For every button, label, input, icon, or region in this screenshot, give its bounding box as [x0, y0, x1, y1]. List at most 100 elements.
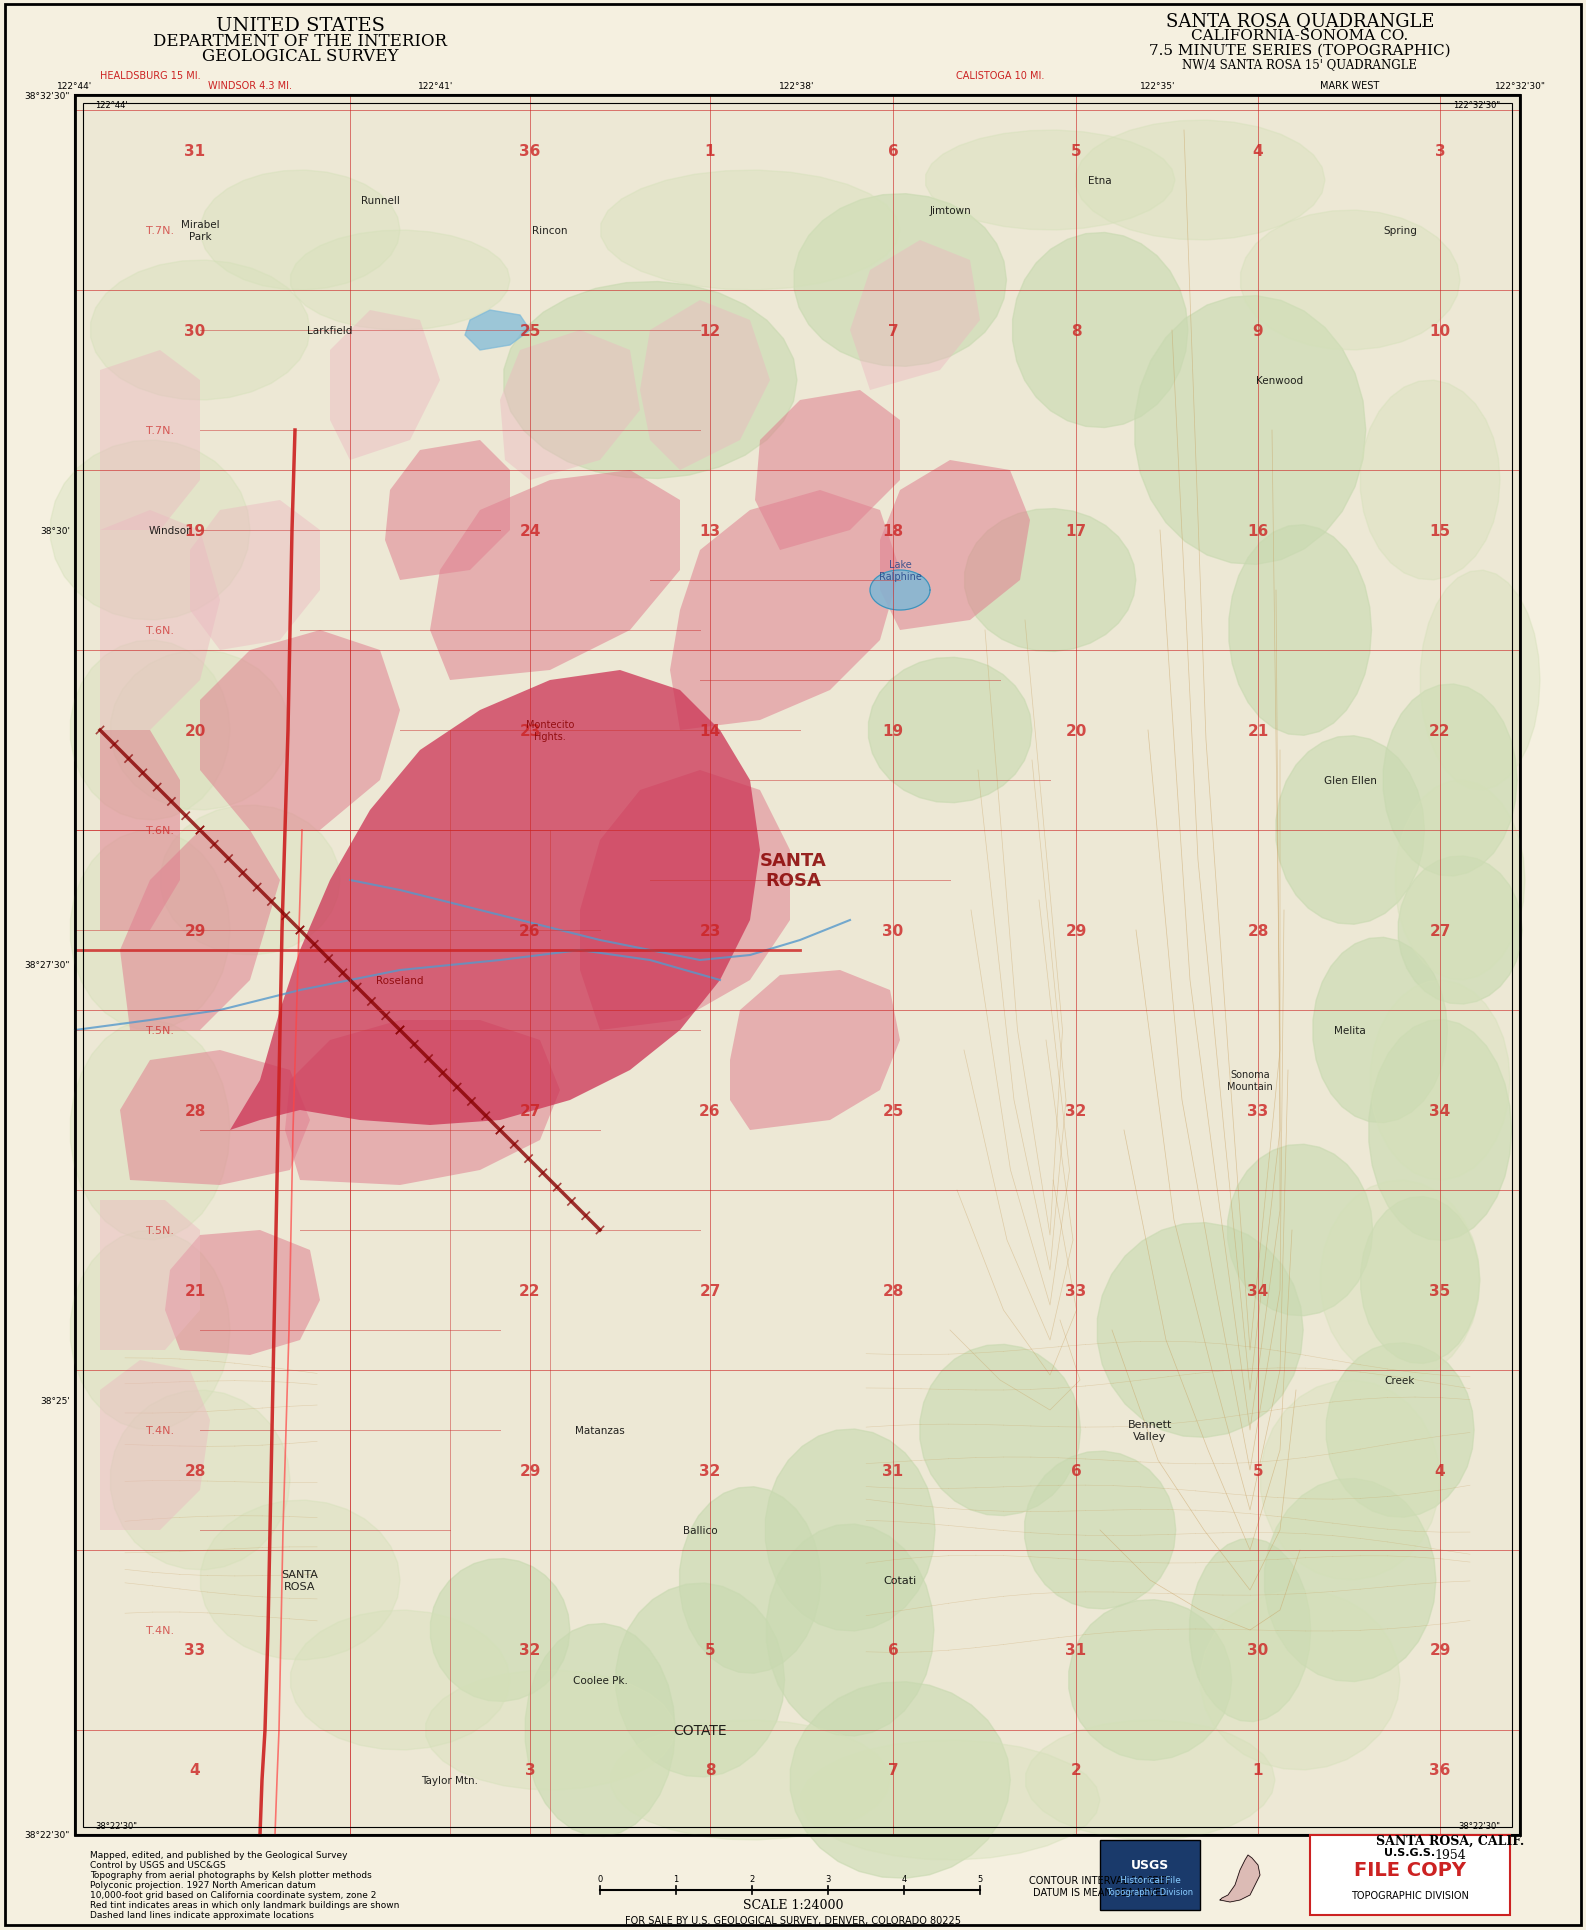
- Text: TOPOGRAPHIC DIVISION: TOPOGRAPHIC DIVISION: [1351, 1889, 1469, 1899]
- Text: 1: 1: [704, 143, 715, 158]
- Text: 28: 28: [882, 1283, 904, 1297]
- Polygon shape: [160, 805, 339, 955]
- Text: 2: 2: [749, 1874, 755, 1884]
- Text: 29: 29: [519, 1463, 541, 1478]
- Text: Red tint indicates areas in which only landmark buildings are shown: Red tint indicates areas in which only l…: [90, 1901, 400, 1909]
- Text: 29: 29: [1066, 923, 1086, 938]
- Text: SCALE 1:24000: SCALE 1:24000: [742, 1899, 844, 1911]
- Text: T.6N.: T.6N.: [146, 826, 174, 836]
- Text: Rincon: Rincon: [533, 226, 568, 235]
- Text: 31: 31: [1066, 1642, 1086, 1658]
- Polygon shape: [641, 301, 769, 471]
- Text: 36: 36: [519, 143, 541, 158]
- Polygon shape: [926, 131, 1175, 232]
- Text: 38°30': 38°30': [40, 527, 70, 535]
- Text: 29: 29: [184, 923, 206, 938]
- Polygon shape: [100, 511, 220, 731]
- Text: 19: 19: [882, 724, 904, 737]
- Text: 27: 27: [699, 1283, 720, 1297]
- Text: 30: 30: [1247, 1642, 1269, 1658]
- Polygon shape: [801, 1741, 1101, 1861]
- Text: Runnell: Runnell: [360, 197, 400, 207]
- Text: 35: 35: [1429, 1283, 1451, 1297]
- Polygon shape: [1240, 210, 1461, 351]
- Polygon shape: [880, 461, 1029, 631]
- Polygon shape: [1229, 525, 1372, 735]
- Text: 14: 14: [699, 724, 720, 737]
- Text: 28: 28: [184, 1102, 206, 1117]
- Text: Etna: Etna: [1088, 176, 1112, 185]
- Text: MARK WEST: MARK WEST: [1321, 81, 1380, 91]
- Polygon shape: [1025, 1451, 1175, 1610]
- Polygon shape: [525, 1623, 676, 1837]
- Text: Creek: Creek: [1385, 1376, 1415, 1386]
- Text: 13: 13: [699, 523, 720, 538]
- Text: 122°32'30": 122°32'30": [1453, 100, 1500, 110]
- Text: Polyconic projection. 1927 North American datum: Polyconic projection. 1927 North America…: [90, 1880, 316, 1889]
- Polygon shape: [601, 172, 899, 291]
- Polygon shape: [430, 471, 680, 681]
- Polygon shape: [200, 631, 400, 830]
- Text: CONTOUR INTERVAL 20 FEET: CONTOUR INTERVAL 20 FEET: [1029, 1876, 1170, 1886]
- Polygon shape: [1399, 857, 1523, 1004]
- Polygon shape: [230, 670, 760, 1131]
- Text: 19: 19: [184, 523, 206, 538]
- Text: Jimtown: Jimtown: [929, 207, 971, 216]
- Polygon shape: [1261, 1380, 1440, 1581]
- Polygon shape: [51, 440, 251, 621]
- Text: 31: 31: [184, 143, 206, 158]
- Text: COTATE: COTATE: [672, 1723, 726, 1737]
- Text: FOR SALE BY U.S. GEOLOGICAL SURVEY, DENVER, COLORADO 80225: FOR SALE BY U.S. GEOLOGICAL SURVEY, DENV…: [625, 1915, 961, 1924]
- Polygon shape: [70, 830, 230, 1031]
- Text: NW/4 SANTA ROSA 15' QUADRANGLE: NW/4 SANTA ROSA 15' QUADRANGLE: [1183, 58, 1418, 71]
- Text: Cotati: Cotati: [883, 1575, 917, 1585]
- Text: Glen Ellen: Glen Ellen: [1324, 776, 1377, 786]
- Bar: [1101, 1839, 1201, 1911]
- Text: 1: 1: [674, 1874, 679, 1884]
- Polygon shape: [70, 1021, 230, 1241]
- Text: U.S.G.S.: U.S.G.S.: [1385, 1847, 1435, 1857]
- Polygon shape: [200, 1500, 400, 1660]
- Text: 6: 6: [888, 1642, 898, 1658]
- Polygon shape: [680, 1486, 822, 1673]
- Text: 3: 3: [825, 1874, 831, 1884]
- Text: 26: 26: [699, 1102, 720, 1117]
- Text: 7: 7: [888, 324, 898, 338]
- Text: SANTA ROSA, CALIF.: SANTA ROSA, CALIF.: [1377, 1834, 1524, 1847]
- Polygon shape: [465, 311, 530, 351]
- Text: T.4N.: T.4N.: [146, 1625, 174, 1635]
- Text: 22: 22: [1429, 724, 1451, 737]
- Text: T.6N.: T.6N.: [146, 625, 174, 635]
- Polygon shape: [869, 658, 1032, 803]
- Text: 25: 25: [519, 324, 541, 338]
- Polygon shape: [790, 1681, 1010, 1878]
- Text: 9: 9: [1253, 324, 1264, 338]
- Text: 38°25': 38°25': [40, 1395, 70, 1405]
- Text: 38°22'30": 38°22'30": [95, 1822, 136, 1830]
- Text: 6: 6: [1071, 1463, 1082, 1478]
- Polygon shape: [1069, 1600, 1232, 1760]
- Polygon shape: [1220, 1855, 1259, 1901]
- Polygon shape: [1190, 1538, 1310, 1722]
- Text: Lake
Ralphine: Lake Ralphine: [879, 560, 921, 581]
- Polygon shape: [100, 1200, 200, 1351]
- Polygon shape: [1012, 234, 1188, 428]
- Text: 122°41': 122°41': [419, 81, 454, 91]
- Text: 18: 18: [882, 523, 904, 538]
- Polygon shape: [385, 440, 511, 581]
- Text: T.4N.: T.4N.: [146, 1424, 174, 1436]
- Text: DATUM IS MEAN SEA LEVEL: DATUM IS MEAN SEA LEVEL: [1032, 1888, 1167, 1897]
- Text: 30: 30: [882, 923, 904, 938]
- Polygon shape: [920, 1345, 1080, 1515]
- Text: 15: 15: [1429, 523, 1451, 538]
- Text: Dashed land lines indicate approximate locations: Dashed land lines indicate approximate l…: [90, 1911, 314, 1920]
- Text: Bennett
Valley: Bennett Valley: [1128, 1419, 1172, 1442]
- Polygon shape: [730, 971, 899, 1131]
- Text: 17: 17: [1066, 523, 1086, 538]
- Text: 10: 10: [1429, 324, 1451, 338]
- Text: Taylor Mtn.: Taylor Mtn.: [422, 1776, 479, 1785]
- Polygon shape: [111, 650, 290, 811]
- Text: 8: 8: [1071, 324, 1082, 338]
- Text: 3: 3: [1435, 143, 1445, 158]
- Polygon shape: [795, 195, 1007, 367]
